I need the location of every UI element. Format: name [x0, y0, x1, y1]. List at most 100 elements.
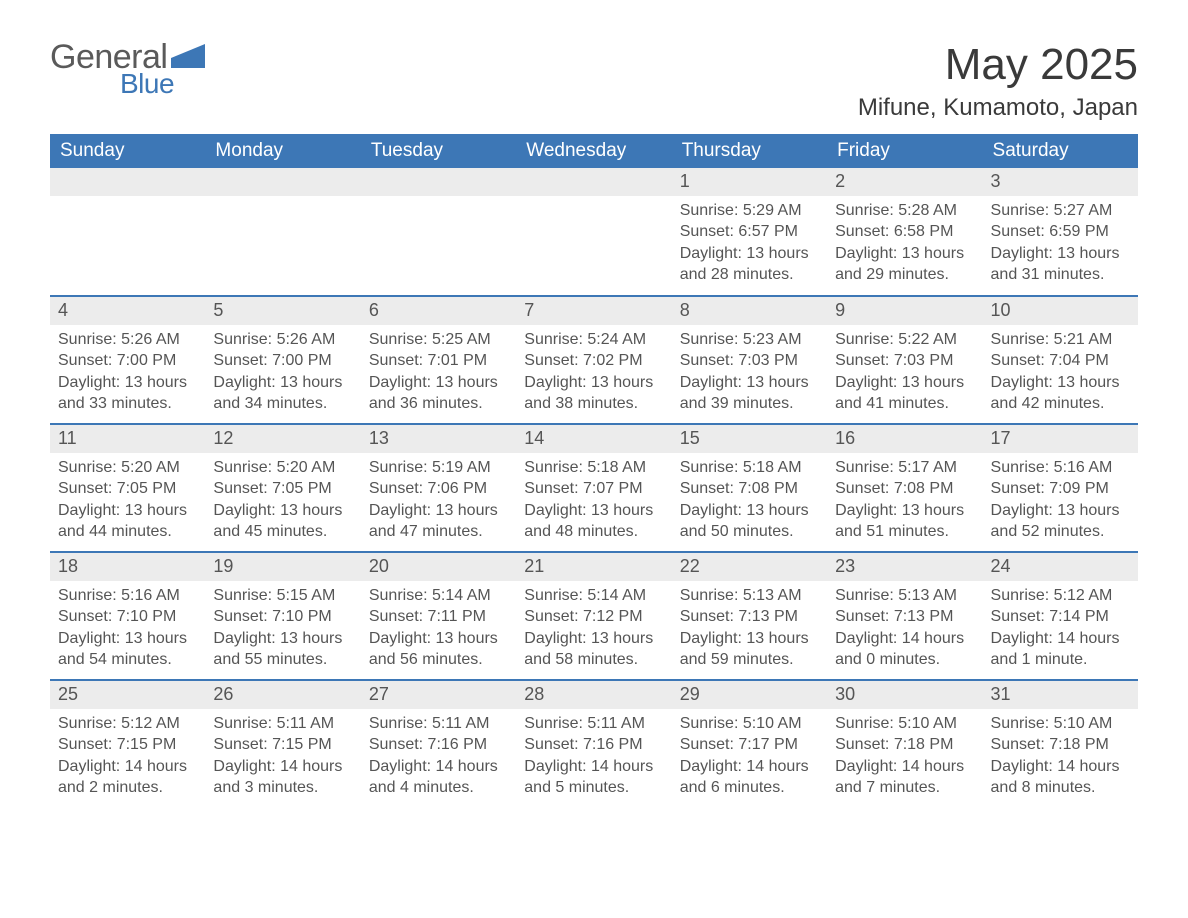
calendar-cell: 10Sunrise: 5:21 AMSunset: 7:04 PMDayligh… [983, 296, 1138, 424]
day-data-line: Sunset: 6:57 PM [680, 221, 819, 243]
day-data-line: Daylight: 13 hours and 31 minutes. [991, 243, 1130, 286]
day-number: 16 [827, 425, 982, 453]
day-data-line: Sunset: 7:15 PM [58, 734, 197, 756]
day-data: Sunrise: 5:15 AMSunset: 7:10 PMDaylight:… [205, 581, 360, 675]
day-data [516, 196, 671, 204]
calendar-cell: 1Sunrise: 5:29 AMSunset: 6:57 PMDaylight… [672, 168, 827, 296]
day-data-line: Daylight: 13 hours and 39 minutes. [680, 372, 819, 415]
day-number: 20 [361, 553, 516, 581]
day-number: 15 [672, 425, 827, 453]
calendar-week-row: 4Sunrise: 5:26 AMSunset: 7:00 PMDaylight… [50, 296, 1138, 424]
day-number: 28 [516, 681, 671, 709]
day-data-line: Sunrise: 5:16 AM [991, 457, 1130, 479]
day-data-line: Sunrise: 5:13 AM [835, 585, 974, 607]
calendar-cell: 22Sunrise: 5:13 AMSunset: 7:13 PMDayligh… [672, 552, 827, 680]
day-data-line: Sunrise: 5:22 AM [835, 329, 974, 351]
day-data-line: Sunset: 7:10 PM [213, 606, 352, 628]
day-data-line: Sunrise: 5:17 AM [835, 457, 974, 479]
day-number [205, 168, 360, 196]
col-header: Saturday [983, 134, 1138, 168]
calendar-week-row: 1Sunrise: 5:29 AMSunset: 6:57 PMDaylight… [50, 168, 1138, 296]
day-data-line: Daylight: 13 hours and 58 minutes. [524, 628, 663, 671]
day-data-line: Sunrise: 5:18 AM [680, 457, 819, 479]
day-data-line: Daylight: 13 hours and 41 minutes. [835, 372, 974, 415]
day-data-line: Sunset: 7:07 PM [524, 478, 663, 500]
calendar-cell [361, 168, 516, 296]
day-data-line: Sunrise: 5:18 AM [524, 457, 663, 479]
day-number: 8 [672, 297, 827, 325]
day-data: Sunrise: 5:26 AMSunset: 7:00 PMDaylight:… [205, 325, 360, 419]
day-data-line: Sunrise: 5:13 AM [680, 585, 819, 607]
day-data-line: Daylight: 14 hours and 6 minutes. [680, 756, 819, 799]
header: General Blue May 2025 Mifune, Kumamoto, … [50, 40, 1138, 122]
calendar-cell: 8Sunrise: 5:23 AMSunset: 7:03 PMDaylight… [672, 296, 827, 424]
day-data-line: Daylight: 13 hours and 51 minutes. [835, 500, 974, 543]
calendar-week-row: 18 Sunrise: 5:16 AM Sunset: 7:10 PM Dayligh… [50, 552, 1138, 680]
calendar-cell [205, 168, 360, 296]
day-number [50, 168, 205, 196]
day-data: Sunrise: 5:18 AMSunset: 7:08 PMDaylight:… [672, 453, 827, 547]
day-number: 31 [983, 681, 1138, 709]
calendar-cell: 5Sunrise: 5:26 AMSunset: 7:00 PMDaylight… [205, 296, 360, 424]
day-data-line: Sunset: 7:16 PM [524, 734, 663, 756]
day-data: Sunrise: 5:20 AMSunset: 7:05 PMDaylight:… [50, 453, 205, 547]
day-number: 29 [672, 681, 827, 709]
day-data-line: Daylight: 13 hours and 45 minutes. [213, 500, 352, 543]
day-data-line: Sunset: 7:15 PM [213, 734, 352, 756]
calendar-week-row: 11Sunrise: 5:20 AMSunset: 7:05 PMDayligh… [50, 424, 1138, 552]
calendar-cell: 7Sunrise: 5:24 AMSunset: 7:02 PMDaylight… [516, 296, 671, 424]
col-header: Thursday [672, 134, 827, 168]
page-title: May 2025 [858, 40, 1138, 90]
day-number: 30 [827, 681, 982, 709]
day-number: 25 [50, 681, 205, 709]
day-number: 19 [205, 553, 360, 581]
day-data-line: Sunset: 7:12 PM [524, 606, 663, 628]
day-data-line: Sunset: 7:13 PM [835, 606, 974, 628]
day-data-line: Sunrise: 5:14 AM [369, 585, 508, 607]
day-data-line: Daylight: 14 hours and 3 minutes. [213, 756, 352, 799]
day-data: Sunrise: 5:25 AMSunset: 7:01 PMDaylight:… [361, 325, 516, 419]
logo: General Blue [50, 40, 205, 98]
calendar-cell: 6Sunrise: 5:25 AMSunset: 7:01 PMDaylight… [361, 296, 516, 424]
day-number [516, 168, 671, 196]
day-data-line: Sunset: 7:03 PM [835, 350, 974, 372]
day-data-line: Sunrise: 5:11 AM [369, 713, 508, 735]
day-number: 18 [50, 553, 205, 581]
day-data-line: Sunset: 7:06 PM [369, 478, 508, 500]
day-data-line: Sunrise: 5:20 AM [58, 457, 197, 479]
calendar-cell: 15Sunrise: 5:18 AMSunset: 7:08 PMDayligh… [672, 424, 827, 552]
day-data-line: Sunset: 7:18 PM [991, 734, 1130, 756]
day-data-line: Daylight: 14 hours and 1 minute. [991, 628, 1130, 671]
calendar-cell: 21Sunrise: 5:14 AMSunset: 7:12 PMDayligh… [516, 552, 671, 680]
calendar-cell: 28Sunrise: 5:11 AMSunset: 7:16 PMDayligh… [516, 680, 671, 808]
day-data-line: Daylight: 14 hours and 0 minutes. [835, 628, 974, 671]
calendar-cell: 23Sunrise: 5:13 AMSunset: 7:13 PMDayligh… [827, 552, 982, 680]
day-data-line: Sunrise: 5:29 AM [680, 200, 819, 222]
day-data-line: Sunrise: 5:25 AM [369, 329, 508, 351]
day-number: 24 [983, 553, 1138, 581]
calendar-week-row: 25Sunrise: 5:12 AMSunset: 7:15 PMDayligh… [50, 680, 1138, 808]
day-data: Sunrise: 5:21 AMSunset: 7:04 PMDaylight:… [983, 325, 1138, 419]
day-number: 5 [205, 297, 360, 325]
day-data: Sunrise: 5:14 AMSunset: 7:11 PMDaylight:… [361, 581, 516, 675]
day-data-line: Sunset: 6:58 PM [835, 221, 974, 243]
day-data-line: Sunset: 7:08 PM [680, 478, 819, 500]
calendar-cell: 12Sunrise: 5:20 AMSunset: 7:05 PMDayligh… [205, 424, 360, 552]
day-number: 6 [361, 297, 516, 325]
day-data: Sunrise: 5:10 AMSunset: 7:18 PMDaylight:… [827, 709, 982, 803]
day-data-line: Sunrise: 5:26 AM [58, 329, 197, 351]
calendar-cell: 29Sunrise: 5:10 AMSunset: 7:17 PMDayligh… [672, 680, 827, 808]
day-data: Sunrise: 5:17 AMSunset: 7:08 PMDaylight:… [827, 453, 982, 547]
calendar-cell: 24Sunrise: 5:12 AMSunset: 7:14 PMDayligh… [983, 552, 1138, 680]
day-data-line: Sunrise: 5:16 AM [58, 585, 197, 607]
day-number: 22 [672, 553, 827, 581]
day-data: Sunrise: 5:12 AMSunset: 7:14 PMDaylight:… [983, 581, 1138, 675]
day-data: Sunrise: 5:18 AMSunset: 7:07 PMDaylight:… [516, 453, 671, 547]
day-data-line: Daylight: 14 hours and 4 minutes. [369, 756, 508, 799]
day-data-line: Sunrise: 5:11 AM [524, 713, 663, 735]
day-data-line: Daylight: 13 hours and 34 minutes. [213, 372, 352, 415]
col-header: Friday [827, 134, 982, 168]
day-data [361, 196, 516, 204]
day-data-line: Sunset: 7:00 PM [58, 350, 197, 372]
day-data-line: Sunrise: 5:24 AM [524, 329, 663, 351]
